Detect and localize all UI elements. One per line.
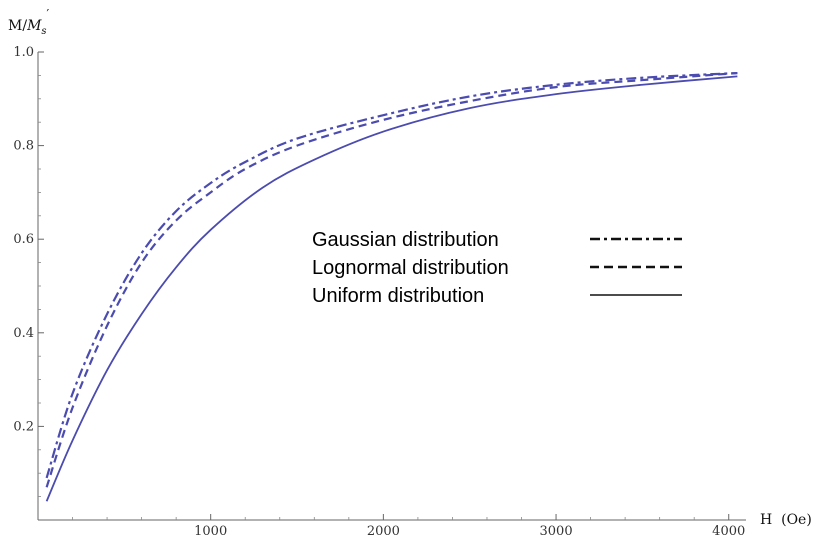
y-tick-label: 0.8 xyxy=(13,139,34,154)
legend-label-uniform: Uniform distribution xyxy=(312,285,484,307)
series-line-lognormal xyxy=(45,71,738,488)
series-group xyxy=(45,71,738,502)
series-line-gaussian xyxy=(45,71,738,479)
series-line-uniform xyxy=(45,75,738,502)
ticks: 1000 2000 3000 4000 0.2 0.4 0.6 0.8 1.0 xyxy=(13,45,745,535)
y-tick-label: 0.2 xyxy=(13,419,34,434)
y-tick-label: 0.6 xyxy=(13,232,34,247)
x-tick-label: 2000 xyxy=(367,524,400,535)
x-axis-label: H (Oe) xyxy=(760,512,812,528)
legend-label-gaussian: Gaussian distribution xyxy=(312,229,499,251)
x-tick-label: 4000 xyxy=(712,524,745,535)
legend-label-lognormal: Lognormal distribution xyxy=(312,257,509,279)
y-tick-label: 1.0 xyxy=(13,45,34,60)
x-tick-label: 3000 xyxy=(540,524,573,535)
y-tick-label: 0.4 xyxy=(13,326,34,341)
legend: Gaussian distribution Lognormal distribu… xyxy=(312,229,682,307)
y-axis-label: M/Ms′ xyxy=(8,7,50,37)
x-tick-label: 1000 xyxy=(194,524,227,535)
